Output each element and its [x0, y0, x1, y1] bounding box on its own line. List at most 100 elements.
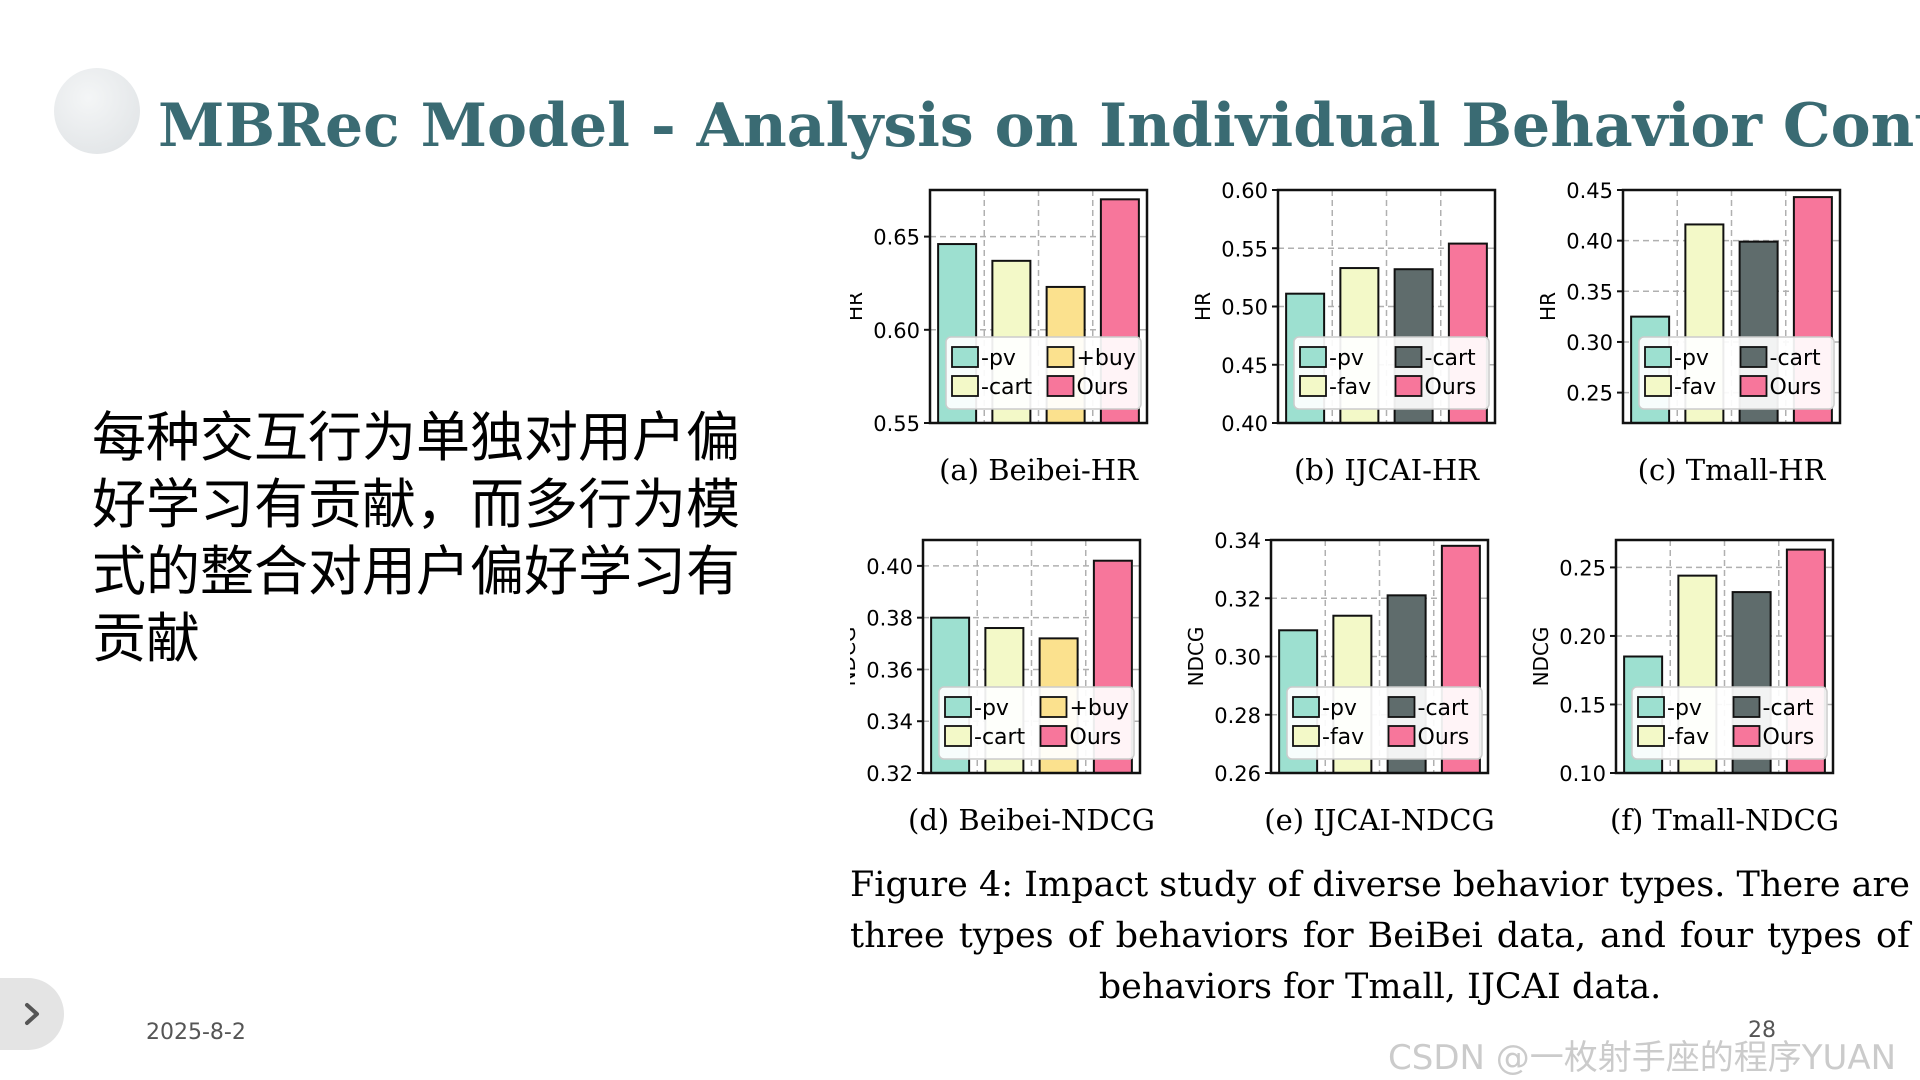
figure-caption: Figure 4: Impact study of diverse behavi…: [850, 865, 1910, 1007]
y-tick-label: 0.55: [1221, 237, 1268, 261]
chart-panel: -pv -cart -fav Ours 0.25 0.30 0.35 0.40 0.45 HR (c…: [1536, 179, 1842, 487]
legend-swatch: [1732, 696, 1761, 718]
y-tick-label: 0.45: [1566, 179, 1613, 203]
legend-swatch: [1637, 725, 1665, 747]
y-axis-label: NDCG: [1529, 627, 1553, 687]
legend-box: [1293, 336, 1490, 410]
chart-subcaption: (c) Tmall-HR: [1638, 453, 1827, 487]
y-tick-label: 0.25: [1559, 556, 1606, 580]
y-tick-label: 0.38: [866, 607, 913, 631]
legend-label: +buy: [1077, 346, 1136, 371]
y-tick-label: 0.26: [1214, 762, 1261, 786]
chart-subcaption: (e) IJCAI-NDCG: [1264, 803, 1494, 837]
chart-subcaption: (a) Beibei-HR: [939, 453, 1139, 487]
legend-swatch: [951, 375, 979, 397]
y-tick-label: 0.15: [1559, 693, 1606, 717]
legend-swatch: [1046, 346, 1075, 368]
y-tick-label: 0.10: [1559, 762, 1606, 786]
y-tick-label: 0.36: [866, 658, 913, 682]
watermark: CSDN @一枚射手座的程序YUAN: [1388, 1038, 1897, 1078]
y-tick-label: 0.50: [1221, 296, 1268, 320]
plot-frame: [1614, 538, 1835, 775]
legend-box: [1638, 336, 1835, 410]
legend-swatch: [1644, 346, 1672, 368]
slide-body-text: 每种交互行为单独对用户偏好学习有贡献，而多行为模式的整合对用户偏好学习有贡献: [92, 406, 740, 670]
chart-legend: -pv -cart -fav Ours: [1293, 336, 1490, 410]
legend-label: -cart: [981, 375, 1033, 400]
chart-subcaption: (d) Beibei-NDCG: [908, 803, 1155, 837]
chart-legend: -pv +buy -cart Ours: [938, 686, 1135, 760]
chart-legend: -pv -cart -fav Ours: [1631, 686, 1828, 760]
legend-label: -cart: [1425, 346, 1477, 371]
legend-label: Ours: [1418, 725, 1470, 750]
y-tick-label: 0.55: [873, 412, 920, 436]
slide-number: 28: [1748, 1018, 1776, 1043]
y-axis-label: HR: [850, 292, 867, 321]
legend-label: Ours: [1770, 375, 1822, 400]
plot-frame: [921, 538, 1142, 775]
decorative-circle: [54, 68, 140, 154]
legend-swatch: [1387, 696, 1416, 718]
y-axis-label: HR: [1536, 292, 1560, 321]
chart-panel: -pv +buy -cart Ours 0.55 0.60 0.65 HR (a) Beibei…: [850, 188, 1149, 487]
legend-label: -cart: [1763, 696, 1815, 721]
legend-label: +buy: [1070, 696, 1129, 721]
legend-label: -pv: [981, 346, 1016, 371]
legend-swatch: [1299, 375, 1327, 397]
slide-date: 2025-8-2: [146, 1020, 246, 1045]
legend-swatch: [1292, 725, 1320, 747]
y-tick-label: 0.60: [1221, 179, 1268, 203]
y-axis-label: NDCG: [1184, 627, 1208, 687]
legend-label: -cart: [1418, 696, 1470, 721]
legend-label: -cart: [1770, 346, 1822, 371]
legend-swatch: [1394, 375, 1423, 397]
chart-legend: -pv -cart -fav Ours: [1638, 336, 1835, 410]
legend-swatch: [1739, 375, 1768, 397]
y-tick-label: 0.30: [1566, 331, 1613, 355]
legend-label: -fav: [1667, 725, 1709, 750]
legend-label: -fav: [1329, 375, 1371, 400]
chart-subcaption: (b) IJCAI-HR: [1294, 453, 1480, 487]
legend-label: Ours: [1763, 725, 1815, 750]
legend-label: -pv: [1667, 696, 1702, 721]
y-tick-label: 0.30: [1214, 646, 1261, 670]
legend-swatch: [1739, 346, 1768, 368]
chart-legend: -pv +buy -cart Ours: [945, 336, 1142, 410]
legend-swatch: [951, 346, 979, 368]
legend-swatch: [1732, 725, 1761, 747]
legend-swatch: [944, 696, 972, 718]
legend-label: -fav: [1674, 375, 1716, 400]
legend-swatch: [1299, 346, 1327, 368]
y-tick-label: 0.35: [1566, 280, 1613, 304]
chart-panel: -pv -cart -fav Ours 0.26 0.28 0.30 0.32 0.34 NDCG…: [1184, 529, 1495, 837]
chart-panel: -pv +buy -cart Ours 0.32 0.34 0.36 0.38 0.40 NDCG…: [850, 538, 1155, 837]
y-tick-label: 0.25: [1566, 382, 1613, 406]
chart-legend: -pv -cart -fav Ours: [1286, 686, 1483, 760]
figure-charts: -pv +buy -cart Ours 0.55 0.60 0.65 HR (a) Beibei…: [850, 179, 1842, 837]
y-tick-label: 0.40: [1221, 412, 1268, 436]
slide-nav-arrow-button[interactable]: [0, 978, 64, 1050]
legend-label: -cart: [974, 725, 1026, 750]
y-tick-label: 0.34: [866, 710, 913, 734]
y-axis-label: HR: [1191, 292, 1215, 321]
legend-swatch: [1394, 346, 1423, 368]
legend-box: [1631, 686, 1828, 760]
legend-label: Ours: [1425, 375, 1477, 400]
y-tick-label: 0.20: [1559, 625, 1606, 649]
figure: -pv +buy -cart Ours 0.55 0.60 0.65 HR (a) Beibei…: [850, 178, 1910, 1008]
y-axis-label: NDCG: [850, 627, 860, 687]
slide-title: MBRec Model - Analysis on Individual Beh…: [158, 91, 1920, 161]
legend-label: -pv: [1329, 346, 1364, 371]
legend-label: -fav: [1322, 725, 1364, 750]
legend-label: -pv: [974, 696, 1009, 721]
legend-label: Ours: [1077, 375, 1129, 400]
y-tick-label: 0.40: [866, 555, 913, 579]
legend-box: [938, 686, 1135, 760]
legend-swatch: [1292, 696, 1320, 718]
y-tick-label: 0.32: [866, 762, 913, 786]
y-tick-label: 0.60: [873, 319, 920, 343]
legend-label: Ours: [1070, 725, 1122, 750]
plot-frame: [1621, 188, 1842, 425]
chart-panel: -pv -cart -fav Ours 0.10 0.15 0.20 0.25 NDCG (f) …: [1529, 538, 1839, 837]
